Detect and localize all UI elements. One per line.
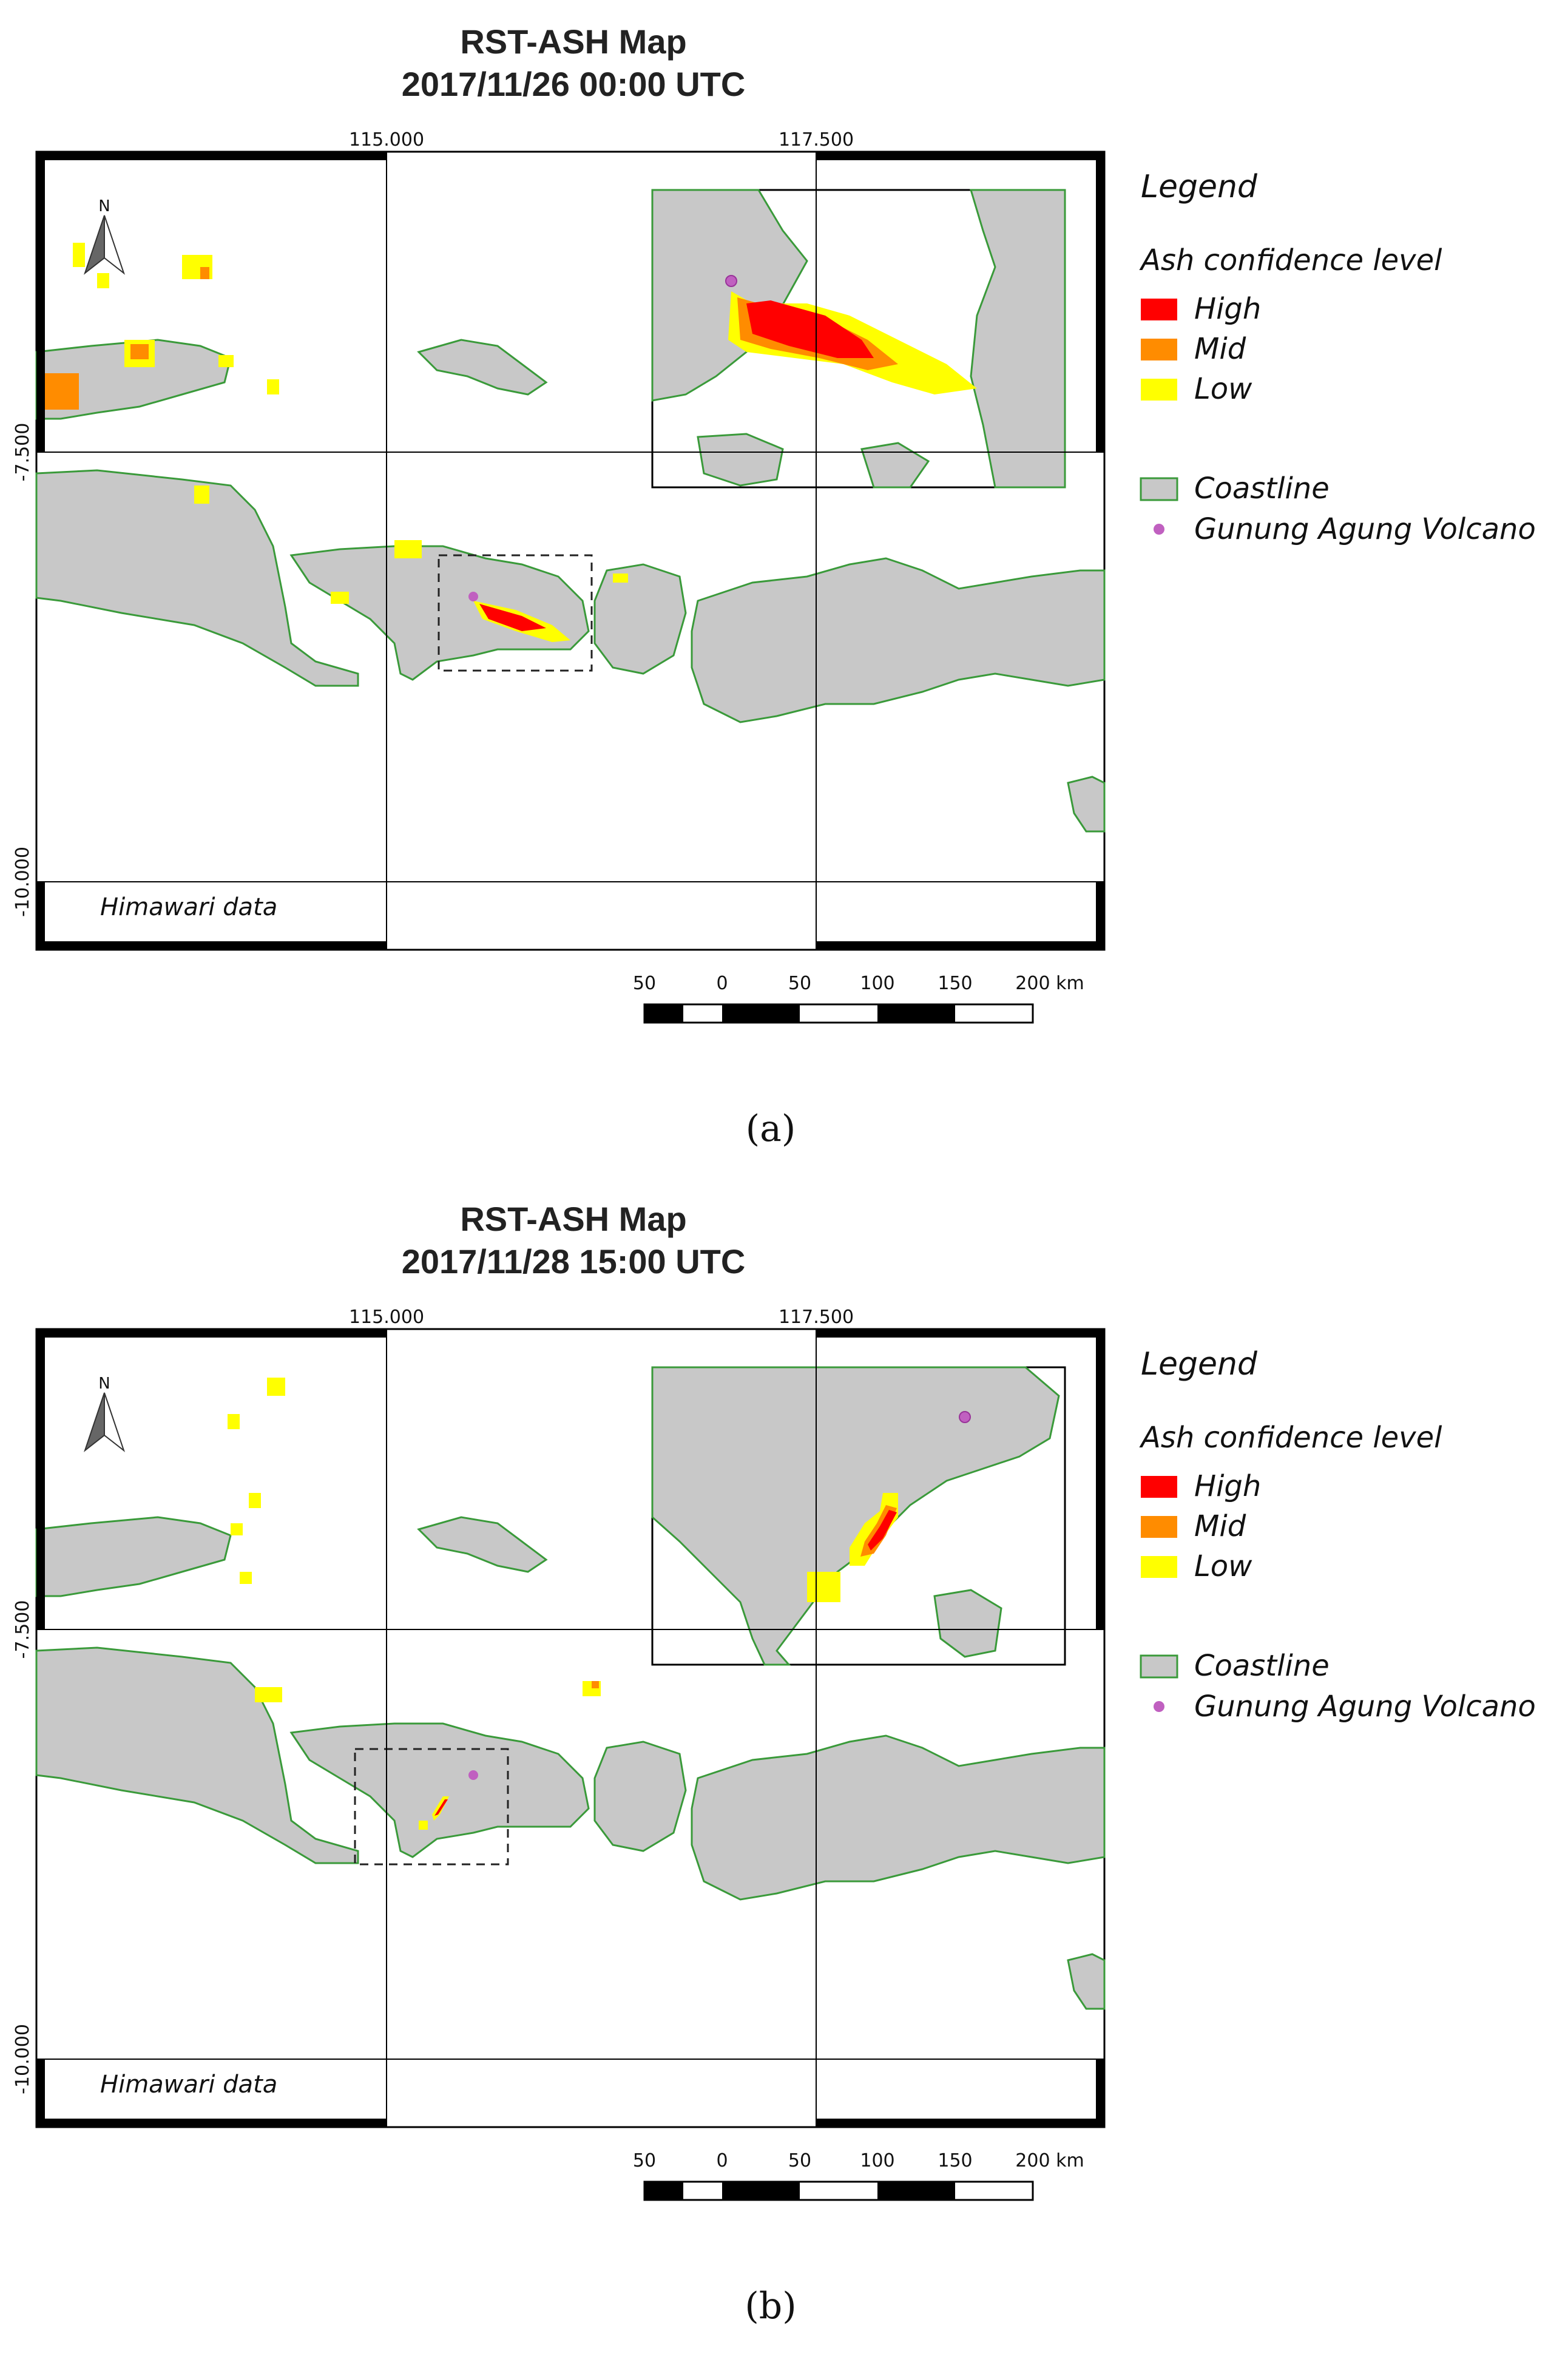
lat-tick-label: -10.000	[12, 847, 33, 917]
legend: Legend Ash confidence level High Mid Low…	[1139, 169, 1536, 546]
ash-plume-inset	[728, 291, 977, 394]
lon-tick-label: 115.000	[349, 1307, 424, 1328]
svg-text:50: 50	[633, 973, 656, 994]
coastline-islands	[35, 1516, 1106, 2010]
north-arrow-icon: N	[83, 197, 126, 275]
north-label: N	[98, 197, 110, 215]
legend-label-volcano: Gunung Agung Volcano	[1194, 1690, 1536, 1724]
scale-bar: 50 0 50 100 150 200 km	[633, 973, 1084, 1024]
map-panel-b: RST-ASH Map 2017/11/28 15:00 UTC 115.000…	[0, 1177, 1568, 2360]
legend-swatch-mid	[1141, 1516, 1177, 1538]
legend-title: Legend	[1141, 1346, 1258, 1382]
map-figure-a: RST-ASH Map 2017/11/26 00:00 UTC 115.000…	[12, 22, 1536, 1150]
zoom-inset	[651, 1366, 1066, 1666]
scale-bar: 50 0 50 100 150 200 km	[633, 2150, 1084, 2201]
map-subtitle: 2017/11/26 00:00 UTC	[402, 65, 746, 103]
legend-swatch-volcano	[1154, 1701, 1164, 1712]
ash-plume-main	[419, 1796, 449, 1830]
ash-plume-inset	[807, 1493, 898, 1602]
legend-label-coastline: Coastline	[1194, 472, 1330, 506]
svg-text:0: 0	[716, 2150, 728, 2171]
svg-text:150: 150	[938, 973, 972, 994]
ash-plume-main	[473, 601, 570, 642]
legend-title: Legend	[1141, 169, 1258, 205]
svg-text:50: 50	[788, 2150, 811, 2171]
map-figure-b: RST-ASH Map 2017/11/28 15:00 UTC 115.000…	[12, 1200, 1536, 2327]
svg-text:100: 100	[860, 973, 894, 994]
map-subtitle: 2017/11/28 15:00 UTC	[402, 1242, 746, 1281]
legend-swatch-mid	[1141, 339, 1177, 360]
legend-swatch-high	[1141, 299, 1177, 320]
map-title: RST-ASH Map	[460, 22, 686, 61]
legend-label-high: High	[1194, 292, 1261, 326]
svg-text:100: 100	[860, 2150, 894, 2171]
svg-text:150: 150	[938, 2150, 972, 2171]
lat-tick-label: -7.500	[12, 1600, 33, 1659]
frame-ticks	[36, 1329, 1104, 2127]
source-label: Himawari data	[100, 2071, 277, 2099]
legend-label-volcano: Gunung Agung Volcano	[1194, 512, 1536, 546]
ash-pixels-mid	[592, 1681, 599, 1688]
lat-tick-label: -10.000	[12, 2024, 33, 2094]
legend-swatch-coastline	[1140, 1654, 1178, 1679]
legend-swatch-coastline	[1140, 477, 1178, 501]
legend-label-low: Low	[1194, 372, 1252, 406]
zoom-inset	[651, 189, 1066, 489]
lon-tick-label: 115.000	[349, 129, 424, 151]
map-panel-a: RST-ASH Map 2017/11/26 00:00 UTC 115.000…	[0, 0, 1568, 1182]
svg-text:200 km: 200 km	[1015, 973, 1084, 994]
figure-caption: (a)	[746, 1108, 796, 1150]
legend-subtitle: Ash confidence level	[1139, 243, 1442, 277]
graticule	[36, 1329, 1104, 2127]
map-frame: N Himawari data	[35, 151, 1106, 951]
legend-swatch-low	[1141, 1556, 1177, 1578]
zoom-box	[438, 554, 593, 672]
legend-label-high: High	[1194, 1469, 1261, 1503]
zoom-box	[354, 1748, 509, 1866]
volcano-marker	[468, 1770, 478, 1780]
source-label: Himawari data	[100, 893, 277, 921]
svg-text:200 km: 200 km	[1015, 2150, 1084, 2171]
legend-swatch-volcano	[1154, 524, 1164, 535]
lon-tick-label: 117.500	[779, 1307, 854, 1328]
coastline-islands	[35, 339, 1106, 833]
legend-swatch-high	[1141, 1476, 1177, 1498]
svg-text:50: 50	[788, 973, 811, 994]
map-frame: N Himawari data	[35, 1328, 1106, 2128]
volcano-marker	[468, 592, 478, 601]
legend-label-mid: Mid	[1194, 332, 1246, 366]
north-label: N	[98, 1375, 110, 1393]
svg-text:0: 0	[716, 973, 728, 994]
lon-tick-label: 117.500	[779, 129, 854, 151]
lat-tick-label: -7.500	[12, 423, 33, 482]
figure-caption: (b)	[745, 2285, 796, 2327]
legend-subtitle: Ash confidence level	[1139, 1421, 1442, 1455]
legend-swatch-low	[1141, 379, 1177, 401]
svg-text:50: 50	[633, 2150, 656, 2171]
north-arrow-icon: N	[83, 1375, 126, 1452]
frame-ticks	[36, 152, 1104, 950]
ash-pixels	[73, 243, 628, 604]
map-title: RST-ASH Map	[460, 1200, 686, 1238]
graticule	[36, 152, 1104, 950]
legend-label-coastline: Coastline	[1194, 1649, 1330, 1683]
legend-label-mid: Mid	[1194, 1509, 1246, 1543]
volcano-marker	[725, 275, 737, 287]
volcano-marker	[959, 1411, 971, 1423]
legend: Legend Ash confidence level High Mid Low…	[1139, 1346, 1536, 1724]
legend-label-low: Low	[1194, 1549, 1252, 1583]
